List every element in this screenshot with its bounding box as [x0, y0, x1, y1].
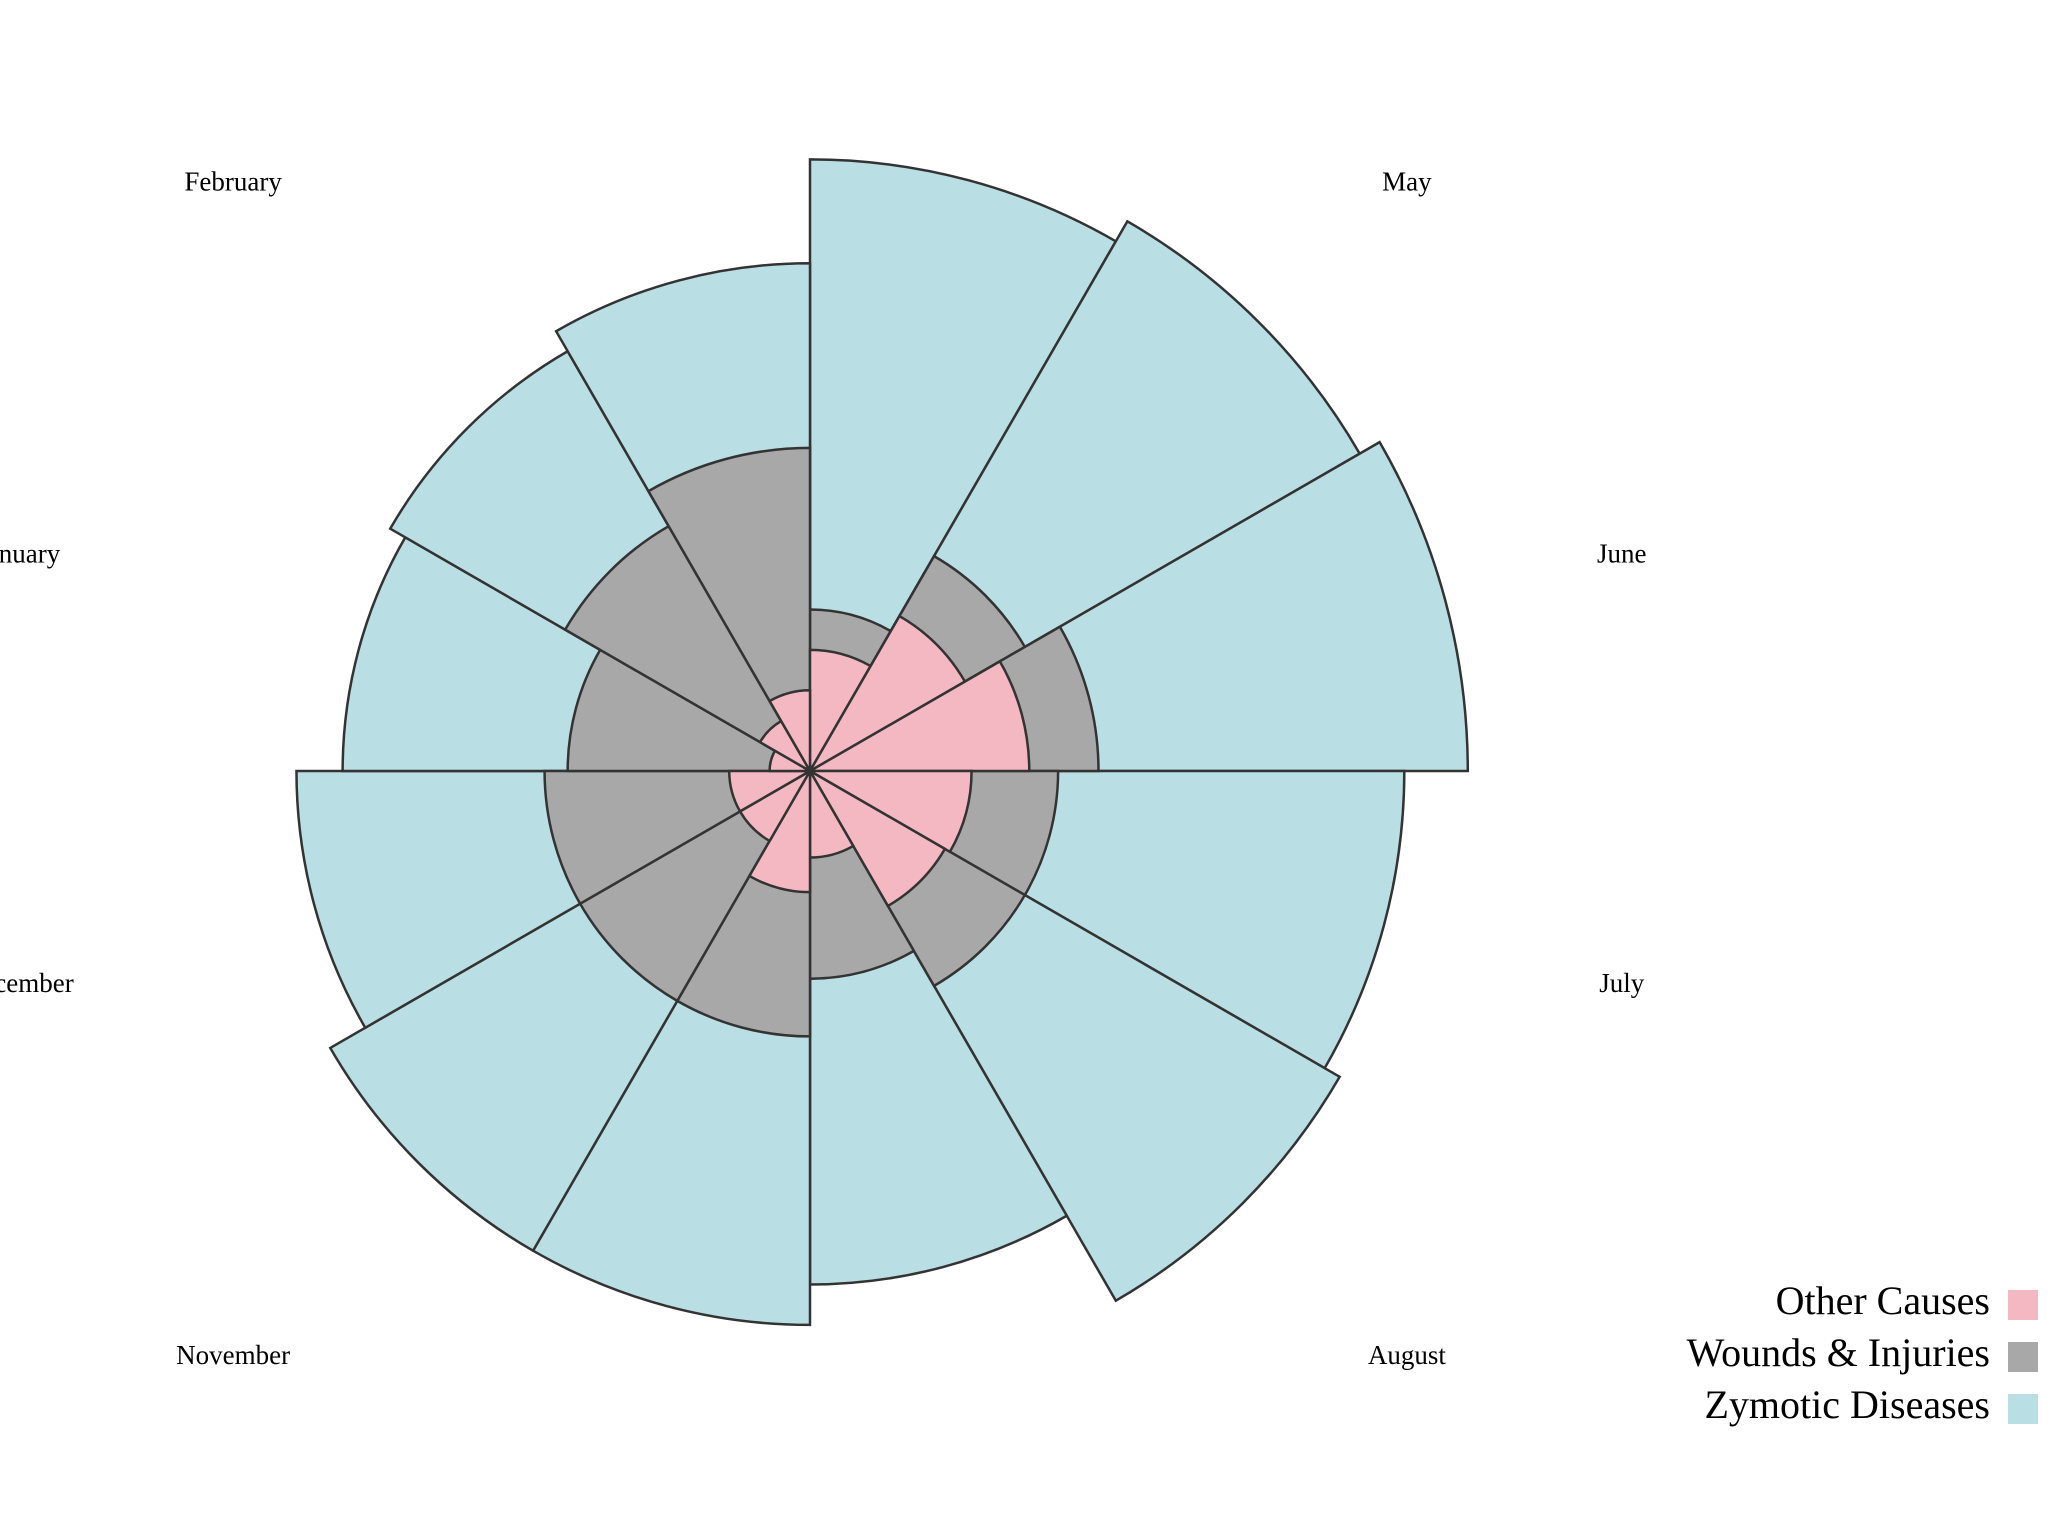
month-label-may: May: [1382, 166, 1432, 196]
wedge-wounds-and-injuries-february: [563, 524, 814, 775]
legend: Other Causes Wounds & Injuries Zymotic Dis…: [1687, 1278, 2038, 1427]
month-label-august: August: [1368, 1340, 1447, 1370]
legend-swatch-other-causes: [2008, 1290, 2038, 1320]
wedge-other-causes-august: [806, 767, 947, 908]
legend-label-other-causes: Other Causes: [1776, 1278, 1990, 1323]
wedge-other-causes-october: [747, 766, 812, 894]
wedge-other-causes-march: [767, 688, 812, 776]
wedge-other-causes-june: [805, 659, 1031, 773]
month-label-january: January: [0, 538, 61, 568]
month-label-july: July: [1599, 968, 1645, 998]
wedge-other-causes-december: [727, 769, 815, 814]
legend-label-wounds-and-injuries: Wounds & Injuries: [1687, 1330, 1990, 1375]
month-label-november: November: [176, 1340, 290, 1370]
wedge-other-causes-may: [806, 614, 967, 775]
month-labels-group: AprilMayJuneJulyAugustSeptemberOctoberNo…: [0, 166, 1647, 1370]
wedge-wounds-and-injuries-january: [566, 648, 815, 773]
wedge-other-causes-july: [805, 769, 973, 854]
legend-label-zymotic-diseases: Zymotic Diseases: [1705, 1382, 1991, 1427]
wedges-group: [295, 158, 1470, 1327]
wedge-wounds-and-injuries-march: [646, 446, 812, 776]
month-label-february: February: [184, 166, 282, 196]
month-label-december: December: [0, 968, 74, 998]
legend-swatch-wounds-and-injuries: [2008, 1342, 2038, 1372]
month-label-june: June: [1597, 538, 1647, 568]
legend-swatch-zymotic-diseases: [2008, 1394, 2038, 1424]
wedge-zymotic-diseases-april: [808, 158, 1118, 776]
